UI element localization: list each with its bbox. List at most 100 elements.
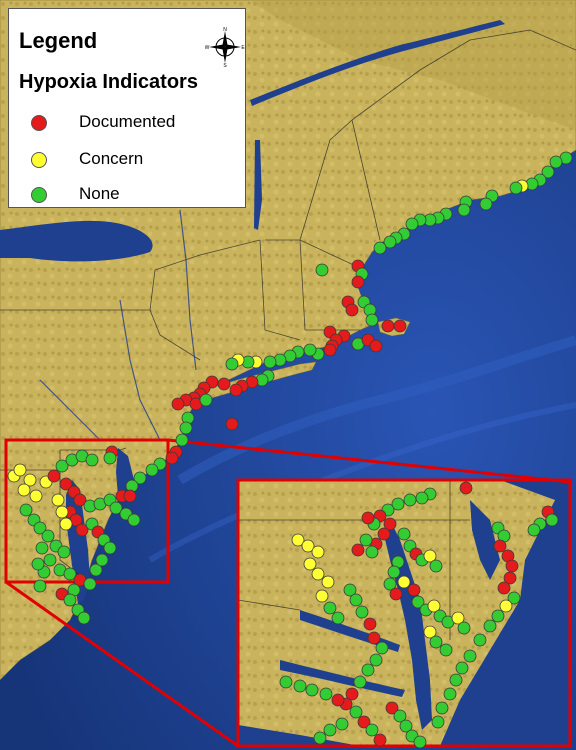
- site-none: [429, 559, 443, 573]
- site-none: [303, 343, 317, 357]
- site-none: [435, 701, 449, 715]
- site-none: [415, 491, 429, 505]
- site-documented: [493, 539, 507, 553]
- site-none: [343, 583, 357, 597]
- site-documented: [497, 581, 511, 595]
- site-none: [109, 501, 123, 515]
- site-concern: [29, 489, 43, 503]
- site-none: [443, 687, 457, 701]
- site-none: [375, 641, 389, 655]
- site-none: [43, 553, 57, 567]
- site-none: [527, 523, 541, 537]
- site-none: [403, 493, 417, 507]
- site-documented: [59, 477, 73, 491]
- site-none: [89, 563, 103, 577]
- site-documented: [361, 511, 375, 525]
- compass-e: E: [241, 45, 245, 51]
- site-documented: [383, 517, 397, 531]
- site-none: [55, 459, 69, 473]
- site-none: [479, 197, 493, 211]
- site-none: [331, 611, 345, 625]
- lake-champlain: [254, 140, 262, 230]
- site-documented: [123, 489, 137, 503]
- site-none: [365, 313, 379, 327]
- site-concern: [59, 517, 73, 531]
- site-documented: [503, 571, 517, 585]
- site-documented: [377, 527, 391, 541]
- lake-ontario: [0, 220, 153, 262]
- site-concern: [303, 557, 317, 571]
- site-documented: [165, 451, 179, 465]
- site-none: [545, 513, 559, 527]
- site-none: [305, 683, 319, 697]
- site-documented: [393, 319, 407, 333]
- site-none: [57, 545, 71, 559]
- site-none: [315, 263, 329, 277]
- legend-title: Legend: [19, 28, 98, 53]
- legend-item-documented: Documented: [31, 112, 231, 134]
- site-none: [365, 723, 379, 737]
- site-documented: [373, 733, 387, 747]
- site-none: [429, 635, 443, 649]
- site-none: [483, 619, 497, 633]
- site-none: [365, 545, 379, 559]
- site-none: [463, 649, 477, 663]
- site-none: [323, 601, 337, 615]
- site-documented: [369, 339, 383, 353]
- site-none: [549, 155, 563, 169]
- site-none: [413, 735, 427, 749]
- site-documented: [505, 559, 519, 573]
- site-documented: [229, 383, 243, 397]
- site-documented: [367, 631, 381, 645]
- site-documented: [351, 543, 365, 557]
- site-none: [361, 663, 375, 677]
- compass-rose-icon: N S W E: [205, 27, 245, 67]
- legend: Legend N S W E Hypoxia Indicators Docume…: [8, 8, 246, 208]
- site-none: [353, 675, 367, 689]
- compass-n: N: [223, 27, 227, 33]
- site-none: [457, 621, 471, 635]
- site-none: [359, 533, 373, 547]
- legend-label-none: None: [79, 184, 120, 203]
- site-concern: [51, 493, 65, 507]
- site-none: [33, 521, 47, 535]
- canada-region: [250, 0, 576, 130]
- site-none: [349, 705, 363, 719]
- site-documented: [323, 343, 337, 357]
- site-none: [199, 393, 213, 407]
- site-concern: [315, 589, 329, 603]
- site-concern: [13, 463, 27, 477]
- site-concern: [499, 599, 513, 613]
- none-dot-icon: [31, 187, 47, 203]
- site-none: [35, 541, 49, 555]
- site-concern: [321, 575, 335, 589]
- site-none: [431, 715, 445, 729]
- site-none: [387, 565, 401, 579]
- compass-w: W: [205, 45, 210, 51]
- documented-dot-icon: [31, 115, 47, 131]
- shelf-edge: [177, 335, 576, 485]
- site-concern: [17, 483, 31, 497]
- site-documented: [331, 693, 345, 707]
- site-none: [491, 609, 505, 623]
- site-none: [319, 687, 333, 701]
- site-none: [179, 421, 193, 435]
- site-concern: [423, 549, 437, 563]
- site-none: [439, 643, 453, 657]
- site-none: [33, 579, 47, 593]
- site-concern: [291, 533, 305, 547]
- site-documented: [217, 377, 231, 391]
- site-none: [77, 611, 91, 625]
- site-none: [349, 593, 363, 607]
- site-none: [263, 355, 277, 369]
- site-markers: [7, 151, 573, 749]
- legend-item-none: None: [31, 184, 231, 206]
- site-none: [323, 723, 337, 737]
- site-none: [541, 165, 555, 179]
- site-concern: [451, 611, 465, 625]
- site-documented: [357, 715, 371, 729]
- site-none: [85, 453, 99, 467]
- site-none: [279, 675, 293, 689]
- site-none: [41, 529, 55, 543]
- site-concern: [397, 575, 411, 589]
